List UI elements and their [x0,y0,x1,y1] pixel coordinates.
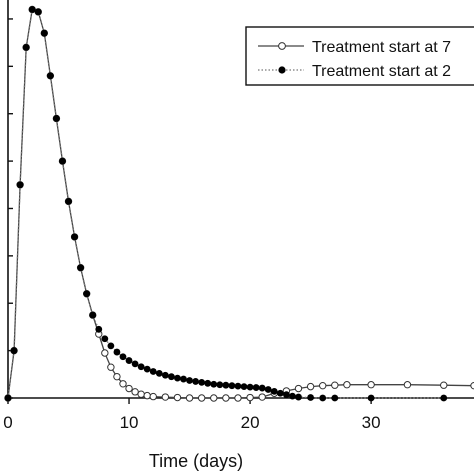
data-point [155,369,163,377]
legend-box [245,26,474,86]
data-point [294,384,303,393]
data-point [173,393,182,402]
data-point [246,393,254,402]
data-point [307,394,314,401]
data-point [440,381,448,389]
x-tick-label: 30 [362,413,381,432]
data-point [113,348,121,356]
data-point [276,389,284,397]
data-point [282,391,290,399]
data-point [319,394,327,402]
data-point [143,365,151,373]
data-point [319,381,327,390]
data-point [258,384,266,392]
data-point [210,380,218,388]
data-point [216,381,224,389]
data-point [234,394,242,402]
data-point [343,381,351,389]
data-point [258,393,266,401]
legend-marker [278,66,286,74]
data-point [440,394,448,402]
legend-marker [278,42,286,50]
data-point [77,264,85,272]
series-layer [4,5,474,402]
data-point [28,6,36,13]
legend-item-2: Treatment start at 2 [258,63,451,80]
data-point [270,387,278,395]
data-point [95,325,103,333]
data-point [10,347,18,355]
data-point [185,394,194,402]
data-point [228,382,236,390]
legend-item-1: Treatment start at 7 [258,39,451,56]
data-point [125,357,133,364]
data-point [137,390,145,398]
data-point [246,383,254,391]
x-tick-label: 20 [241,413,260,432]
data-point [101,349,109,357]
data-point [137,363,145,371]
data-point [252,384,260,391]
data-point [289,392,296,400]
legend: Treatment start at 7 Treatment start at 2 [245,26,474,86]
data-point [192,378,200,385]
data-point [204,379,212,387]
data-point [174,374,181,382]
data-point [306,382,315,391]
data-point [71,233,78,241]
data-point [113,372,121,381]
data-point [59,157,66,165]
data-point [367,381,375,389]
data-point [119,380,127,388]
x-axis-title: Time (days) [149,451,243,471]
x-tick-label: 10 [120,413,139,432]
legend-label: Treatment start at 2 [312,63,451,80]
data-point [240,383,248,391]
data-point [149,392,157,401]
data-point [65,197,72,205]
data-point [295,393,302,401]
series-2 [4,6,448,402]
data-point [403,381,412,389]
data-point [4,394,12,402]
data-point [119,353,127,361]
data-point [22,43,30,51]
data-point [331,394,339,402]
data-point [367,394,375,402]
data-point [210,394,218,402]
legend-label: Treatment start at 7 [312,39,451,56]
data-point [264,386,272,393]
data-point [222,381,230,389]
data-point [222,394,230,402]
data-point [107,363,115,371]
data-point [149,368,157,375]
data-point [198,378,206,386]
data-point [16,181,24,189]
data-point [180,375,187,383]
data-point [40,29,48,37]
data-point [125,384,133,393]
data-point [131,360,139,368]
data-point [53,115,60,122]
data-point [34,8,42,16]
data-point [107,342,115,350]
data-point [234,382,242,390]
data-point [46,72,54,80]
data-point [161,371,169,379]
x-tick-label: 0 [3,413,12,432]
data-point [331,381,339,389]
data-point [83,290,91,298]
data-point [197,394,206,402]
data-point [161,393,170,401]
data-point [101,335,109,343]
data-point [168,373,175,381]
data-point [143,391,151,400]
data-point [89,311,97,319]
data-point [186,377,193,384]
data-point [131,388,139,396]
